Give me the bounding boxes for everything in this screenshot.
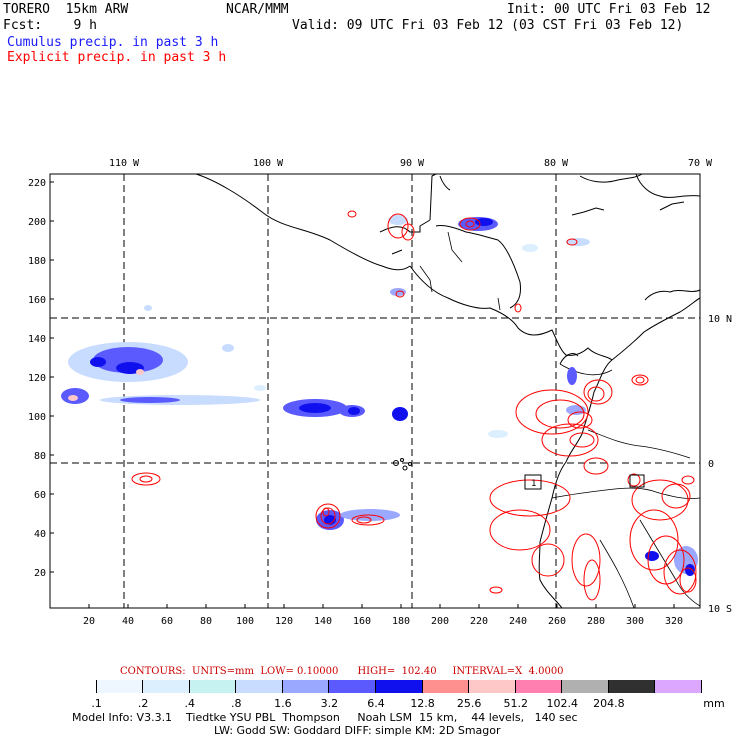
bottom-tick-300: 300 [626,616,644,627]
lat-lon-grid [50,174,700,608]
bottom-tick-320: 320 [665,616,683,627]
bottom-tick-260: 260 [548,616,566,627]
lat-label-10n: 10 N [708,314,732,325]
left-tick-100: 100 [28,412,46,423]
bottom-tick-200: 200 [431,616,449,627]
colorbar-label: .8 [231,697,242,710]
bottom-tick-160: 160 [353,616,371,627]
colorbar-cell [422,680,470,693]
left-tick-220: 220 [28,178,46,189]
colorbar-label: 3.2 [320,697,339,710]
lon-label-80w: 80 W [544,158,569,169]
colorbar-cell [50,680,97,693]
lon-label-90w: 90 W [400,158,425,169]
country-borders [419,231,701,609]
bottom-tick-180: 180 [392,616,410,627]
left-tick-160: 160 [28,295,46,306]
model-title: TORERO 15km ARW [3,2,129,17]
colorbar-label: .4 [184,697,195,710]
left-tick-120: 120 [28,373,46,384]
model-info: Model Info: V3.3.1 Tiedtke YSU PBL Thomp… [72,711,578,724]
axis-ticks [50,181,675,608]
colorbar-cell [189,680,237,693]
colorbar-label: 102.4 [546,697,579,710]
left-tick-140: 140 [28,334,46,345]
bottom-tick-120: 120 [275,616,293,627]
colorbar-cell [376,680,423,693]
bottom-tick-80: 80 [200,616,212,627]
cumulus-legend: Cumulus precip. in past 3 h [7,35,219,50]
colorbar-cell [515,680,563,693]
left-tick-20: 20 [34,568,46,579]
region-box-label: 1 [531,479,536,489]
region-box-1 [524,474,542,490]
colorbar-cell [655,680,702,693]
galapagos-islands [393,458,412,471]
colorbar-cell [236,680,283,693]
left-tick-180: 180 [28,256,46,267]
lat-label-0: 0 [708,459,714,470]
init-time: Init: 00 UTC Fri 03 Feb 12 [507,2,711,17]
colorbar-label: 6.4 [367,697,385,710]
colorbar-cell [469,680,516,693]
colorbar-cell [143,680,190,693]
valid-time: Valid: 09 UTC Fri 03 Feb 12 (03 CST Fri … [292,18,684,33]
bottom-tick-100: 100 [236,616,254,627]
left-tick-200: 200 [28,217,46,228]
colorbar-cell [282,680,330,693]
colorbar-label: 12.8 [410,697,435,710]
map-frame [49,173,701,609]
colorbar-cell [608,680,656,693]
lon-label-70w: 70 W [688,158,713,169]
bottom-tick-280: 280 [587,616,605,627]
left-tick-80: 80 [34,451,46,462]
cumulus-precip-fields [61,215,698,576]
colorbar-cell [96,680,144,693]
bottom-tick-240: 240 [509,616,527,627]
explicit-legend: Explicit precip. in past 3 h [7,50,227,65]
region-box-2 [629,474,645,488]
lat-label-10s: 10 S [708,604,732,615]
colorbar-cell [329,680,376,693]
colorbar-label: 25.6 [456,697,482,710]
colorbar-label: .2 [137,697,149,710]
coastline [195,173,701,609]
colorbar-label: 51.2 [503,697,528,710]
left-tick-60: 60 [34,490,46,501]
colorbar-label: .1 [91,697,102,710]
organization-label: NCAR/MMM [226,2,289,17]
bottom-tick-140: 140 [314,616,332,627]
colorbar-label: 204.8 [593,697,625,710]
lon-label-100w: 100 W [253,158,284,169]
bottom-tick-60: 60 [161,616,173,627]
colorbar-cell [562,680,609,693]
bottom-tick-220: 220 [470,616,488,627]
model-physics: LW: Godd SW: Goddard DIFF: simple KM: 2D… [214,724,501,737]
lon-label-110w: 110 W [109,158,140,169]
bottom-tick-20: 20 [83,616,95,627]
contours-info: CONTOURS: UNITS=mm LOW= 0.10000 HIGH= 10… [120,666,564,677]
colorbar-unit: mm [703,697,725,710]
explicit-precip-contours [131,210,697,601]
colorbar-label: 1.6 [274,697,292,710]
bottom-tick-40: 40 [122,616,134,627]
forecast-hour: Fcst: 9 h [3,18,97,33]
left-tick-40: 40 [34,529,46,540]
